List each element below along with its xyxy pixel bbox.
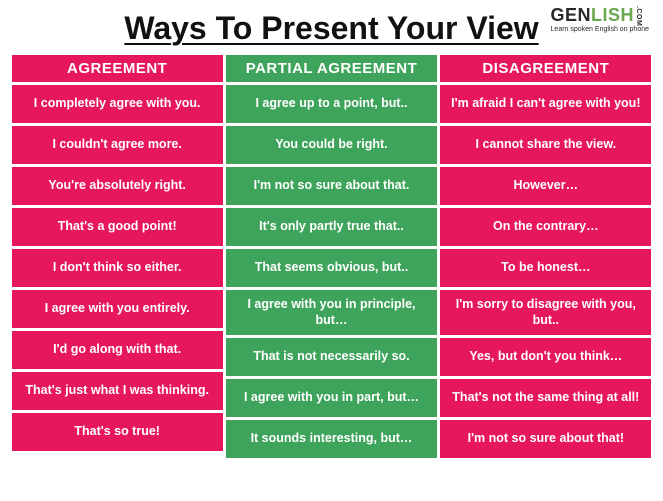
logo-dotcom: .COM bbox=[635, 6, 642, 26]
phrase-cell: I agree with you entirely. bbox=[12, 290, 223, 328]
column-header: PARTIAL AGREEMENT bbox=[226, 55, 437, 82]
phrase-cell: It's only partly true that.. bbox=[226, 208, 437, 246]
column-0: AGREEMENT I completely agree with you.I c… bbox=[12, 55, 223, 458]
phrase-cell: That's not the same thing at all! bbox=[440, 379, 651, 417]
column-header: AGREEMENT bbox=[12, 55, 223, 82]
phrase-cell: Yes, but don't you think… bbox=[440, 338, 651, 376]
phrase-cell: That's a good point! bbox=[12, 208, 223, 246]
phrase-cell: I don't think so either. bbox=[12, 249, 223, 287]
column-header: DISAGREEMENT bbox=[440, 55, 651, 82]
phrase-cell: That seems obvious, but.. bbox=[226, 249, 437, 287]
phrase-cell: I agree up to a point, but.. bbox=[226, 85, 437, 123]
phrase-cell: I cannot share the view. bbox=[440, 126, 651, 164]
phrase-cell: I agree with you in principle, but… bbox=[226, 290, 437, 335]
phrase-cell: It sounds interesting, but… bbox=[226, 420, 437, 458]
phrase-cell: That's just what I was thinking. bbox=[12, 372, 223, 410]
phrase-cell: On the contrary… bbox=[440, 208, 651, 246]
brand-logo: GENLISH.COM Learn spoken English on phon… bbox=[551, 6, 649, 33]
phrase-cell: I'm not so sure about that! bbox=[440, 420, 651, 458]
phrase-cell: I couldn't agree more. bbox=[12, 126, 223, 164]
phrase-cell: I completely agree with you. bbox=[12, 85, 223, 123]
phrase-cell: I'm not so sure about that. bbox=[226, 167, 437, 205]
phrase-cell: You're absolutely right. bbox=[12, 167, 223, 205]
phrase-cell: I'm sorry to disagree with you, but.. bbox=[440, 290, 651, 335]
logo-tagline: Learn spoken English on phone bbox=[551, 26, 649, 33]
column-2: DISAGREEMENT I'm afraid I can't agree wit… bbox=[440, 55, 651, 458]
phrase-cell: However… bbox=[440, 167, 651, 205]
logo-part1: GEN bbox=[551, 5, 592, 25]
phrase-cell: To be honest… bbox=[440, 249, 651, 287]
phrase-cell: I'd go along with that. bbox=[12, 331, 223, 369]
logo-part2: LISH bbox=[591, 5, 634, 25]
phrase-cell: That is not necessarily so. bbox=[226, 338, 437, 376]
phrase-cell: I'm afraid I can't agree with you! bbox=[440, 85, 651, 123]
phrase-cell: I agree with you in part, but… bbox=[226, 379, 437, 417]
column-1: PARTIAL AGREEMENT I agree up to a point, … bbox=[226, 55, 437, 458]
phrases-grid: AGREEMENTI completely agree with you.I c… bbox=[12, 55, 652, 458]
phrase-cell: That's so true! bbox=[12, 413, 223, 451]
phrase-cell: You could be right. bbox=[226, 126, 437, 164]
